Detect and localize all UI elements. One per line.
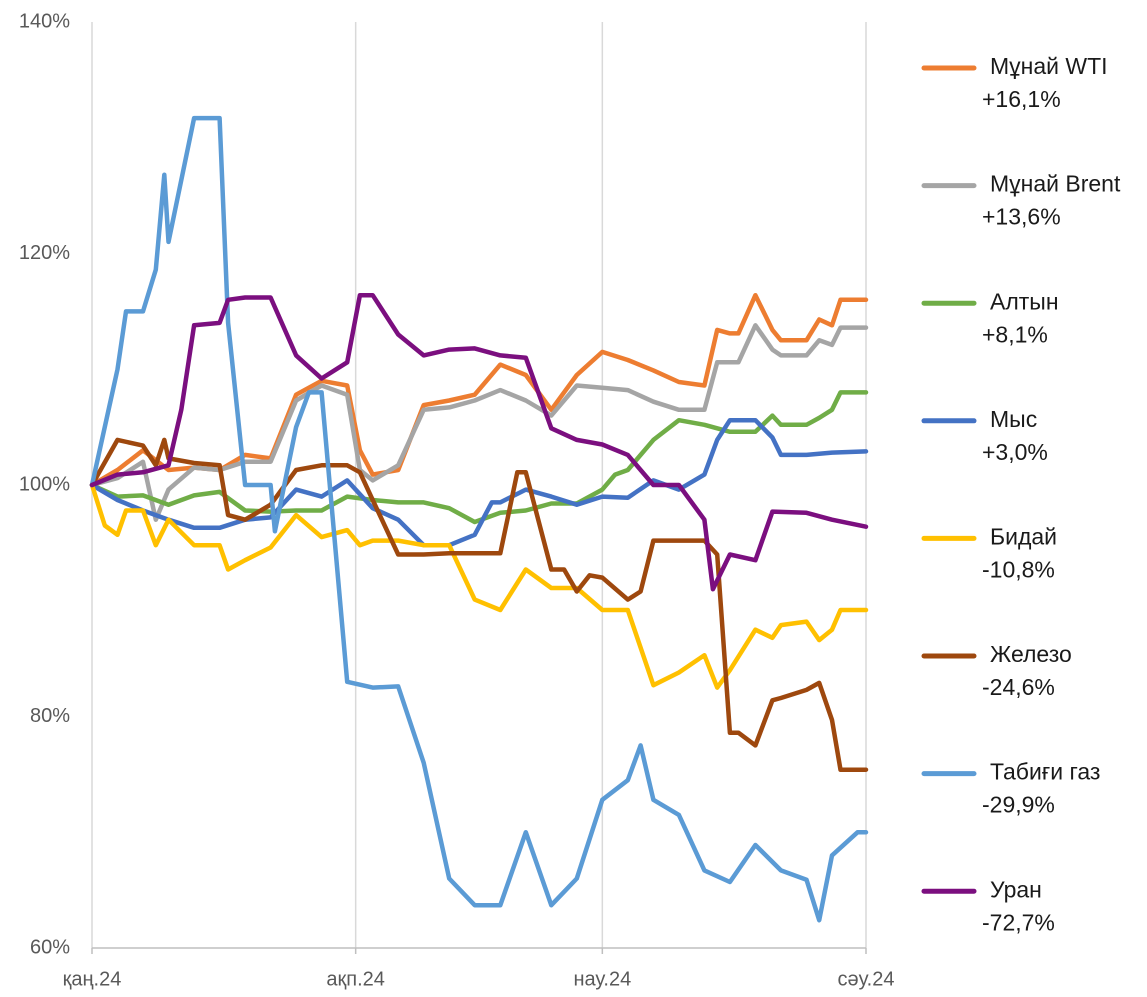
legend-change: +3,0%: [982, 439, 1048, 465]
y-tick-label: 120%: [19, 242, 70, 264]
legend-label: Мұнай Brent: [990, 171, 1121, 197]
legend-change: -24,6%: [982, 674, 1055, 700]
x-tick-label: сәу.24: [838, 968, 895, 990]
y-tick-label: 140%: [19, 10, 70, 32]
y-tick-label: 60%: [30, 936, 70, 958]
series-line: [89, 115, 869, 923]
legend-change: +13,6%: [982, 204, 1061, 230]
legend-label: Бидай: [990, 523, 1057, 549]
series-line: [89, 390, 869, 525]
series-line: [89, 437, 869, 772]
legend-change: -10,8%: [982, 556, 1055, 582]
x-tick-label: нау.24: [573, 968, 631, 990]
legend-label: Железо: [990, 641, 1072, 667]
legend-change: +16,1%: [982, 86, 1061, 112]
series-line: [89, 417, 869, 548]
legend-change: -29,9%: [982, 792, 1055, 818]
legend-label: Табиғи газ: [990, 759, 1100, 785]
legend-change: -72,7%: [982, 909, 1055, 935]
series-line: [89, 323, 869, 522]
series-line: [89, 292, 869, 592]
y-tick-label: 80%: [30, 705, 70, 727]
x-tick-label: қаң.24: [63, 968, 122, 990]
y-tick-label: 100%: [19, 473, 70, 495]
x-tick-label: ақп.24: [326, 968, 385, 990]
legend-label: Мыс: [990, 406, 1037, 432]
legend-label: Уран: [990, 876, 1042, 902]
legend-change: +8,1%: [982, 321, 1048, 347]
series-line: [89, 292, 869, 488]
series-line: [89, 482, 869, 690]
legend-label: Мұнай WTI: [990, 53, 1108, 79]
legend-label: Алтын: [990, 288, 1059, 314]
